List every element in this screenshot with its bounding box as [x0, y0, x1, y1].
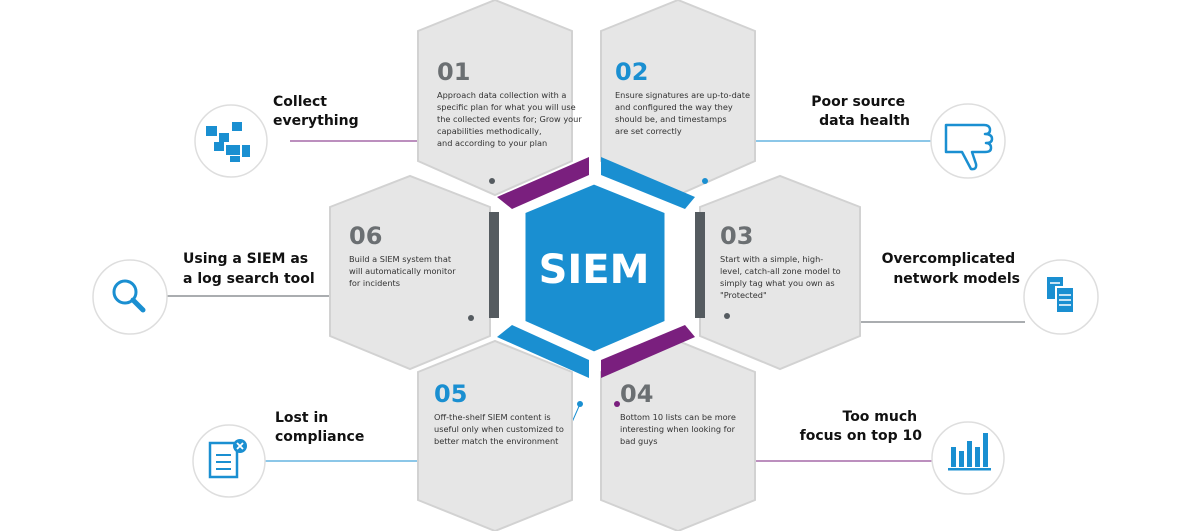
- hex-05-text: Off-the-shelf SIEM content is useful onl…: [434, 412, 566, 446]
- pitfall-5: Lost in compliance: [192, 410, 364, 498]
- bar-chart-icon: [948, 433, 991, 471]
- hex-05-dot: [577, 401, 583, 407]
- hex-04-number: 04: [620, 380, 653, 408]
- frame-bottom-left: [497, 325, 589, 378]
- hex-05: 05 Off-the-shelf SIEM content is useful …: [417, 339, 583, 531]
- hex-02-dot: [702, 178, 708, 184]
- hex-04-dot: [614, 401, 620, 407]
- documents-icon: [1047, 277, 1075, 314]
- frame-right: [695, 212, 705, 318]
- hex-01-dot: [489, 178, 495, 184]
- pitfall-1: Collect everything: [194, 94, 359, 178]
- hex-02: 02 Ensure signatures are up-to-date and …: [600, 0, 756, 197]
- thumbs-down-icon-circle: [930, 103, 1006, 179]
- pitfall-3: Overcomplicated network models: [882, 251, 1099, 335]
- hex-02-text: Ensure signatures are up-to-date and con…: [615, 90, 753, 136]
- hex-06-number: 06: [349, 222, 382, 250]
- hex-05-number: 05: [434, 380, 467, 408]
- pitfall-6-label: Using a SIEM as a log search tool: [183, 251, 315, 287]
- pixel-blocks-icon: [206, 122, 250, 162]
- hex-03-number: 03: [720, 222, 753, 250]
- frame-top-left: [497, 157, 589, 209]
- hex-01: 01 Approach data collection with a speci…: [417, 0, 584, 197]
- center-frame: [489, 157, 705, 378]
- hex-01-text: Approach data collection with a specific…: [437, 90, 584, 148]
- document-x-icon: [208, 439, 247, 479]
- hex-01-number: 01: [437, 58, 470, 86]
- pitfall-1-label: Collect everything: [273, 94, 359, 129]
- frame-bottom-right: [601, 325, 695, 378]
- hex-06: 06 Build a SIEM system that will automat…: [329, 174, 491, 371]
- pitfall-6: Using a SIEM as a log search tool: [92, 251, 315, 335]
- hex-04: 04 Bottom 10 lists can be more interesti…: [600, 339, 756, 531]
- hex-04-text: Bottom 10 lists can be more interesting …: [620, 412, 739, 446]
- center-hex: SIEM: [522, 181, 668, 355]
- hex-03-text: Start with a simple, high- level, catch-…: [720, 254, 843, 300]
- frame-top-right: [601, 157, 695, 209]
- magnifier-icon-circle: [92, 259, 168, 335]
- thumbs-down-icon: [944, 123, 994, 171]
- magnifier-icon: [112, 279, 146, 313]
- hex-06-dot: [468, 315, 474, 321]
- pitfall-2-label: Poor source data health: [811, 94, 910, 129]
- frame-left: [489, 212, 499, 318]
- hex-03-dot: [724, 313, 730, 319]
- hex-03: 03 Start with a simple, high- level, cat…: [699, 174, 861, 371]
- pixel-blocks-icon-circle: [194, 104, 268, 178]
- pitfall-5-label: Lost in compliance: [275, 410, 364, 445]
- pitfall-4-label: Too much focus on top 10: [800, 409, 923, 444]
- pitfall-2: Poor source data health: [811, 94, 1006, 179]
- pitfall-3-label: Overcomplicated network models: [882, 251, 1020, 287]
- pitfall-4: Too much focus on top 10: [800, 409, 1005, 495]
- center-label: SIEM: [539, 247, 650, 293]
- hex-02-number: 02: [615, 58, 648, 86]
- hex-06-text: Build a SIEM system that will automatica…: [349, 254, 458, 288]
